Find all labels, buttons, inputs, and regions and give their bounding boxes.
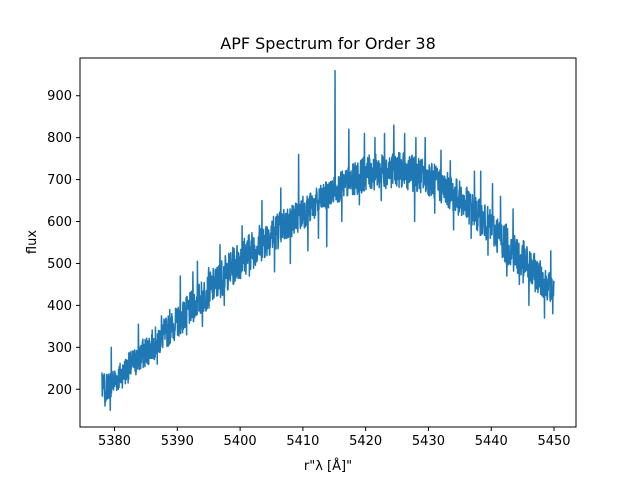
x-tick-label: 5450	[537, 434, 570, 449]
plot-frame	[79, 57, 577, 428]
spectrum-line	[101, 69, 555, 411]
y-tick-label: 900	[47, 89, 72, 104]
x-tick-label: 5390	[161, 434, 194, 449]
x-tick-label: 5380	[98, 434, 131, 449]
y-axis-label: flux	[25, 230, 40, 254]
x-tick-label: 5410	[286, 434, 319, 449]
y-tick-label: 500	[47, 257, 72, 272]
y-tick-label: 400	[47, 299, 72, 314]
y-tick-label: 600	[47, 215, 72, 230]
y-tick-label: 200	[47, 383, 72, 398]
x-tick-label: 5400	[224, 434, 257, 449]
x-axis-label: r"λ [Å]"	[304, 458, 352, 474]
chart-title: APF Spectrum for Order 38	[220, 34, 436, 53]
x-axis: 5380 5390 5400 5410 5420 5430 5440 5450	[98, 427, 571, 449]
x-tick-label: 5430	[412, 434, 445, 449]
plot-area	[101, 69, 555, 411]
x-tick-label: 5440	[475, 434, 508, 449]
y-tick-label: 700	[47, 173, 72, 188]
y-axis: 200 300 400 500 600 700 800 900	[47, 89, 80, 398]
y-tick-label: 300	[47, 341, 72, 356]
y-tick-label: 800	[47, 131, 72, 146]
x-tick-label: 5420	[349, 434, 382, 449]
